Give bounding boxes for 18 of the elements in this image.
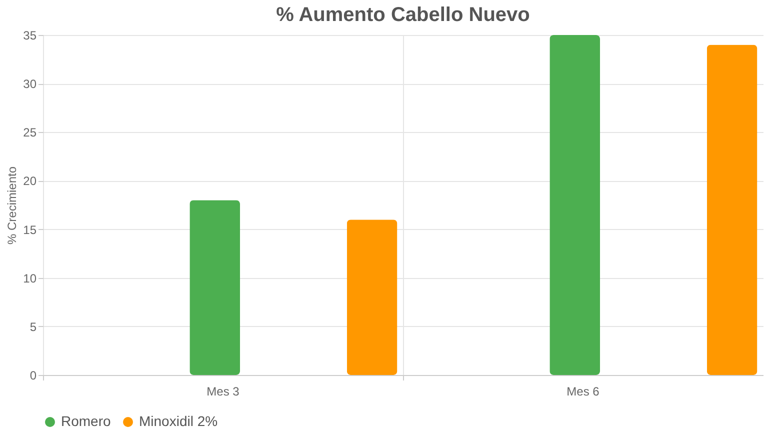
y-tick-label: 10 bbox=[23, 271, 37, 286]
bar bbox=[190, 200, 240, 375]
chart-title: % Aumento Cabello Nuevo bbox=[276, 4, 530, 26]
bar bbox=[550, 35, 600, 375]
legend-label: Minoxidil 2% bbox=[139, 413, 218, 429]
y-tick-label: 20 bbox=[23, 174, 37, 188]
bar bbox=[706, 44, 758, 375]
bar bbox=[346, 220, 398, 375]
y-tick-label: 15 bbox=[23, 222, 37, 237]
x-tick-label: Mes 6 bbox=[566, 384, 600, 398]
y-tick-label: 25 bbox=[23, 126, 37, 140]
y-tick-label: 0 bbox=[30, 368, 37, 382]
y-tick-label: 35 bbox=[23, 28, 37, 42]
y-axis-title: % Crecimiento bbox=[5, 166, 20, 245]
x-tick-label: Mes 3 bbox=[206, 384, 240, 398]
legend-label: Romero bbox=[61, 413, 112, 429]
y-tick-label: 5 bbox=[30, 320, 37, 334]
y-tick-label: 30 bbox=[23, 77, 37, 92]
